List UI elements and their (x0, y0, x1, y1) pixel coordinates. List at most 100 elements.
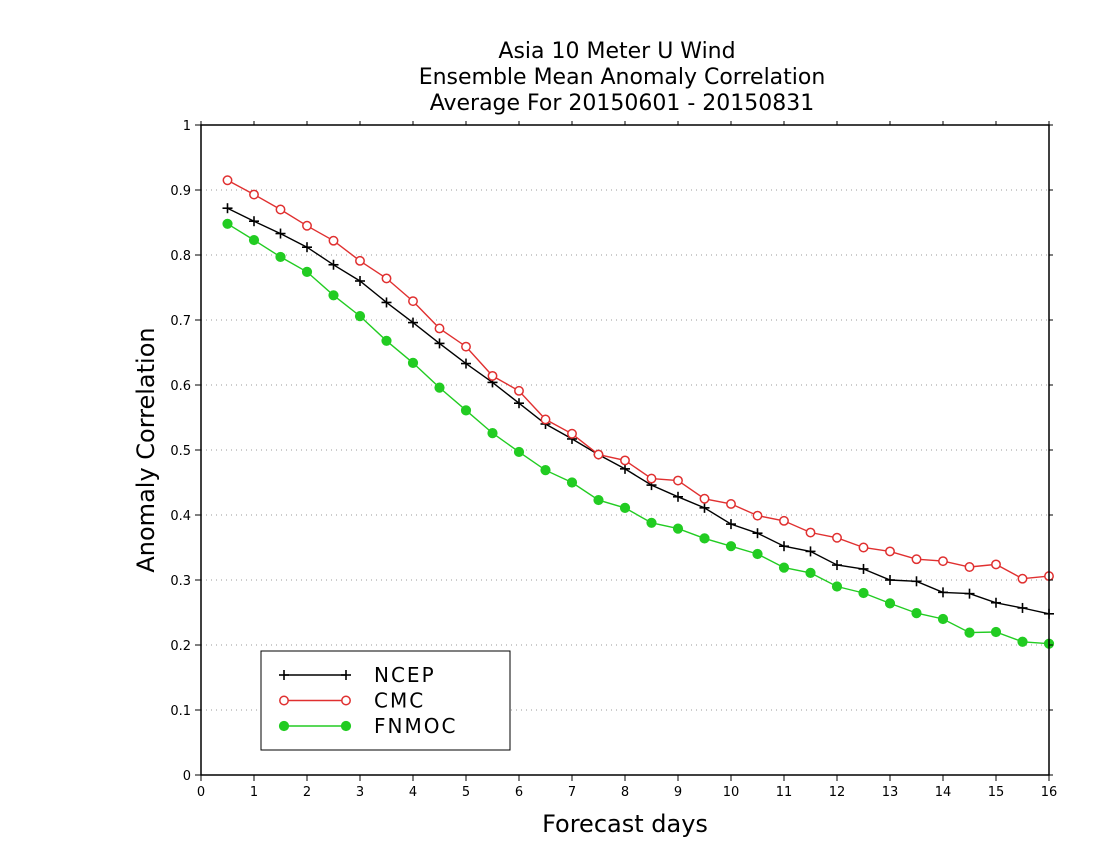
data-point-fnmoc (301, 266, 313, 277)
legend-marker (341, 695, 351, 706)
legend-label: NCEP (374, 663, 436, 687)
grid (201, 189, 1049, 711)
data-point-ncep (699, 502, 710, 513)
series-layer (222, 175, 1055, 649)
data-point-ncep (328, 259, 339, 270)
data-point-ncep (911, 576, 922, 587)
y-tick-label: 1 (183, 119, 191, 134)
data-point-ncep (381, 297, 392, 308)
data-point-fnmoc (487, 428, 498, 439)
data-point-fnmoc (275, 251, 286, 263)
series-fnmoc (222, 218, 1055, 649)
data-point-ncep (408, 317, 418, 328)
data-point-ncep (673, 491, 683, 502)
title-line-2: Ensemble Mean Anomaly Correlation (419, 65, 826, 90)
data-point-fnmoc (911, 608, 922, 619)
legend-item-ncep: NCEP (279, 663, 436, 687)
data-point-ncep (805, 546, 816, 557)
x-tick-label: 4 (409, 785, 417, 800)
data-point-cmc (593, 449, 604, 460)
data-point-ncep (222, 203, 233, 214)
data-point-fnmoc (805, 567, 816, 578)
data-point-cmc (567, 428, 577, 439)
x-tick-label: 10 (723, 785, 740, 800)
x-tick-label: 15 (988, 785, 1005, 800)
title-line-1: Asia 10 Meter U Wind (498, 39, 735, 64)
x-tick-label: 5 (462, 785, 470, 800)
data-point-ncep (885, 575, 895, 585)
data-point-ncep (938, 587, 948, 598)
data-point-cmc (514, 385, 524, 396)
legend-item-fnmoc: FNMOC (278, 714, 457, 738)
y-tick-label: 0.4 (170, 509, 191, 524)
legend-label: FNMOC (374, 714, 457, 738)
data-point-cmc (779, 515, 789, 526)
data-point-cmc (752, 510, 763, 521)
y-tick-label: 0 (183, 769, 191, 784)
data-point-fnmoc (646, 517, 657, 528)
series-line-fnmoc (227, 223, 1050, 645)
x-tick-label: 11 (776, 785, 793, 800)
x-tick-label: 0 (197, 785, 205, 800)
data-point-ncep (461, 358, 471, 369)
y-tick-label: 0.9 (170, 184, 191, 199)
x-axis-label: Forecast days (542, 810, 708, 838)
data-point-fnmoc (460, 405, 472, 416)
data-point-ncep (726, 519, 736, 530)
data-point-fnmoc (699, 533, 710, 544)
y-tick-label: 0.2 (170, 639, 191, 654)
series-ncep (222, 203, 1054, 619)
x-tick-label: 3 (356, 785, 364, 800)
data-point-ncep (752, 528, 763, 539)
data-point-cmc (540, 414, 551, 425)
data-point-cmc (858, 542, 869, 553)
data-point-fnmoc (937, 613, 949, 625)
y-tick-label: 0.1 (170, 704, 191, 719)
y-tick-label: 0.7 (170, 314, 191, 329)
data-point-cmc (275, 204, 286, 215)
data-point-fnmoc (858, 587, 869, 599)
x-tick-label: 1 (250, 785, 258, 800)
data-point-fnmoc (381, 335, 392, 346)
data-point-ncep (991, 597, 1001, 608)
data-point-ncep (434, 338, 445, 349)
legend-item-cmc: CMC (279, 689, 425, 713)
legend-marker (279, 695, 289, 706)
legend-marker (278, 720, 290, 732)
data-point-ncep (779, 541, 789, 552)
x-tick-label: 2 (303, 785, 311, 800)
data-point-cmc (646, 473, 657, 484)
data-point-ncep (1017, 602, 1028, 613)
y-tick-label: 0.8 (170, 249, 191, 264)
x-tick-label: 14 (935, 785, 952, 800)
x-tick-label: 6 (515, 785, 523, 800)
y-axis-label: Anomaly Correlation (132, 327, 160, 572)
data-point-ncep (832, 560, 842, 571)
legend-marker (341, 670, 351, 680)
x-tick-label: 9 (674, 785, 682, 800)
legend-label: CMC (374, 689, 425, 713)
data-point-cmc (620, 455, 630, 466)
x-tick-label: 13 (882, 785, 899, 800)
x-tick-label: 12 (829, 785, 846, 800)
data-point-fnmoc (990, 626, 1002, 638)
legend-marker (340, 720, 352, 732)
data-point-fnmoc (248, 234, 260, 246)
chart-title: Asia 10 Meter U Wind Ensemble Mean Anoma… (419, 39, 826, 116)
data-point-cmc (328, 235, 339, 246)
title-line-3: Average For 20150601 - 20150831 (430, 91, 815, 116)
x-tick-label: 8 (621, 785, 629, 800)
data-point-fnmoc (593, 494, 604, 506)
data-point-cmc (911, 554, 922, 565)
data-point-cmc (991, 559, 1001, 570)
data-point-fnmoc (354, 311, 366, 322)
data-point-cmc (434, 323, 445, 334)
data-point-cmc (726, 499, 736, 509)
y-tick-label: 0.3 (170, 574, 191, 589)
data-point-fnmoc (566, 477, 578, 488)
data-point-fnmoc (752, 548, 763, 560)
data-point-fnmoc (434, 382, 445, 393)
data-point-fnmoc (619, 502, 631, 513)
data-point-cmc (938, 556, 948, 567)
